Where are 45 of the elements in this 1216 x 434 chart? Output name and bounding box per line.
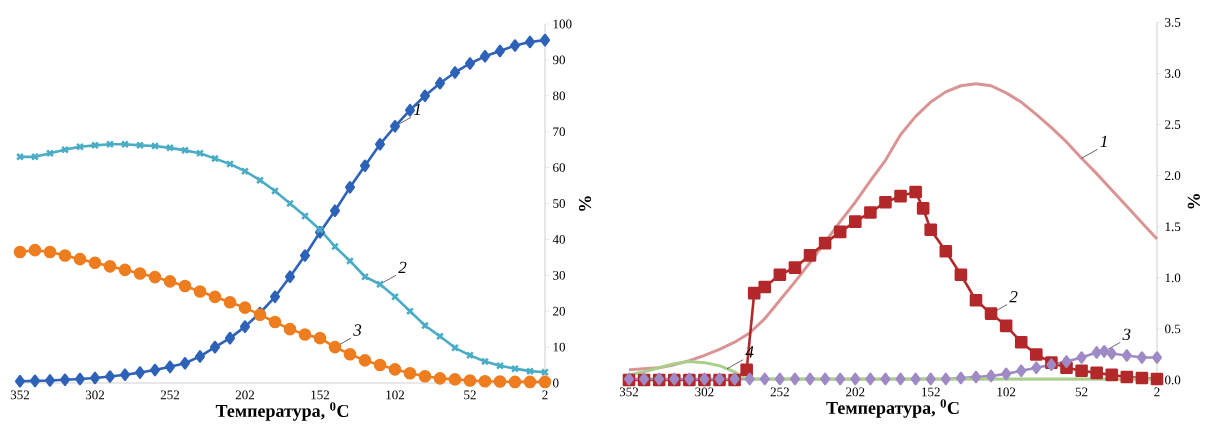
y-tick-label: 70 <box>553 127 566 137</box>
x-tick-label: 202 <box>235 390 255 400</box>
y-axis-title: % <box>1187 194 1200 209</box>
x-tick-label: 2 <box>542 390 548 400</box>
annotation: 1 <box>413 103 420 116</box>
y-tick-label: 10 <box>553 342 566 352</box>
x-tick-label: 102 <box>997 387 1016 397</box>
x-tick-label: 52 <box>1075 387 1088 397</box>
y-tick-label: 20 <box>553 306 566 316</box>
y-tick-label: 50 <box>553 199 566 208</box>
annotation: 2 <box>1009 291 1018 303</box>
x-tick-label: 352 <box>619 387 639 397</box>
x-tick-label: 202 <box>846 387 865 397</box>
x-axis-title: Температура, $^{0}$C <box>826 399 959 418</box>
y-tick-label: 80 <box>553 91 566 101</box>
y-axis-title: % <box>578 196 592 211</box>
x-tick-label: 302 <box>695 387 714 397</box>
y-tick-label: 30 <box>553 270 566 280</box>
x-tick-label: 252 <box>160 390 180 400</box>
annotation: 3 <box>1122 328 1131 341</box>
annotation: 1 <box>1100 135 1107 147</box>
x-tick-label: 252 <box>770 387 789 397</box>
x-tick-label: 52 <box>464 390 476 400</box>
x-tick-label: 102 <box>386 390 405 400</box>
x-tick-label: 302 <box>85 390 105 400</box>
x-axis-title: Температура, $^{0}$C <box>215 402 349 421</box>
x-tick-label: 152 <box>311 390 330 400</box>
y-tick-label: 2.0 <box>1165 171 1181 181</box>
x-tick-label: 2 <box>1154 387 1160 397</box>
y-tick-label: 1.0 <box>1165 273 1181 283</box>
annotation: 2 <box>398 261 407 273</box>
x-tick-label: 152 <box>922 387 940 397</box>
y-tick-label: 3.5 <box>1165 18 1181 27</box>
y-tick-label: 0 <box>553 378 559 388</box>
y-tick-label: 90 <box>552 55 566 65</box>
y-tick-label: 1.5 <box>1165 222 1181 232</box>
y-tick-label: 40 <box>552 235 566 244</box>
y-tick-label: 60 <box>553 163 566 172</box>
y-tick-label: 2.5 <box>1165 120 1181 129</box>
annotation: 3 <box>353 324 362 336</box>
y-tick-label: 3.0 <box>1165 69 1181 78</box>
y-tick-label: 100 <box>553 19 572 29</box>
x-tick-label: 352 <box>10 390 30 400</box>
y-tick-label: 0.5 <box>1165 324 1181 334</box>
y-tick-label: 0.0 <box>1165 375 1181 385</box>
